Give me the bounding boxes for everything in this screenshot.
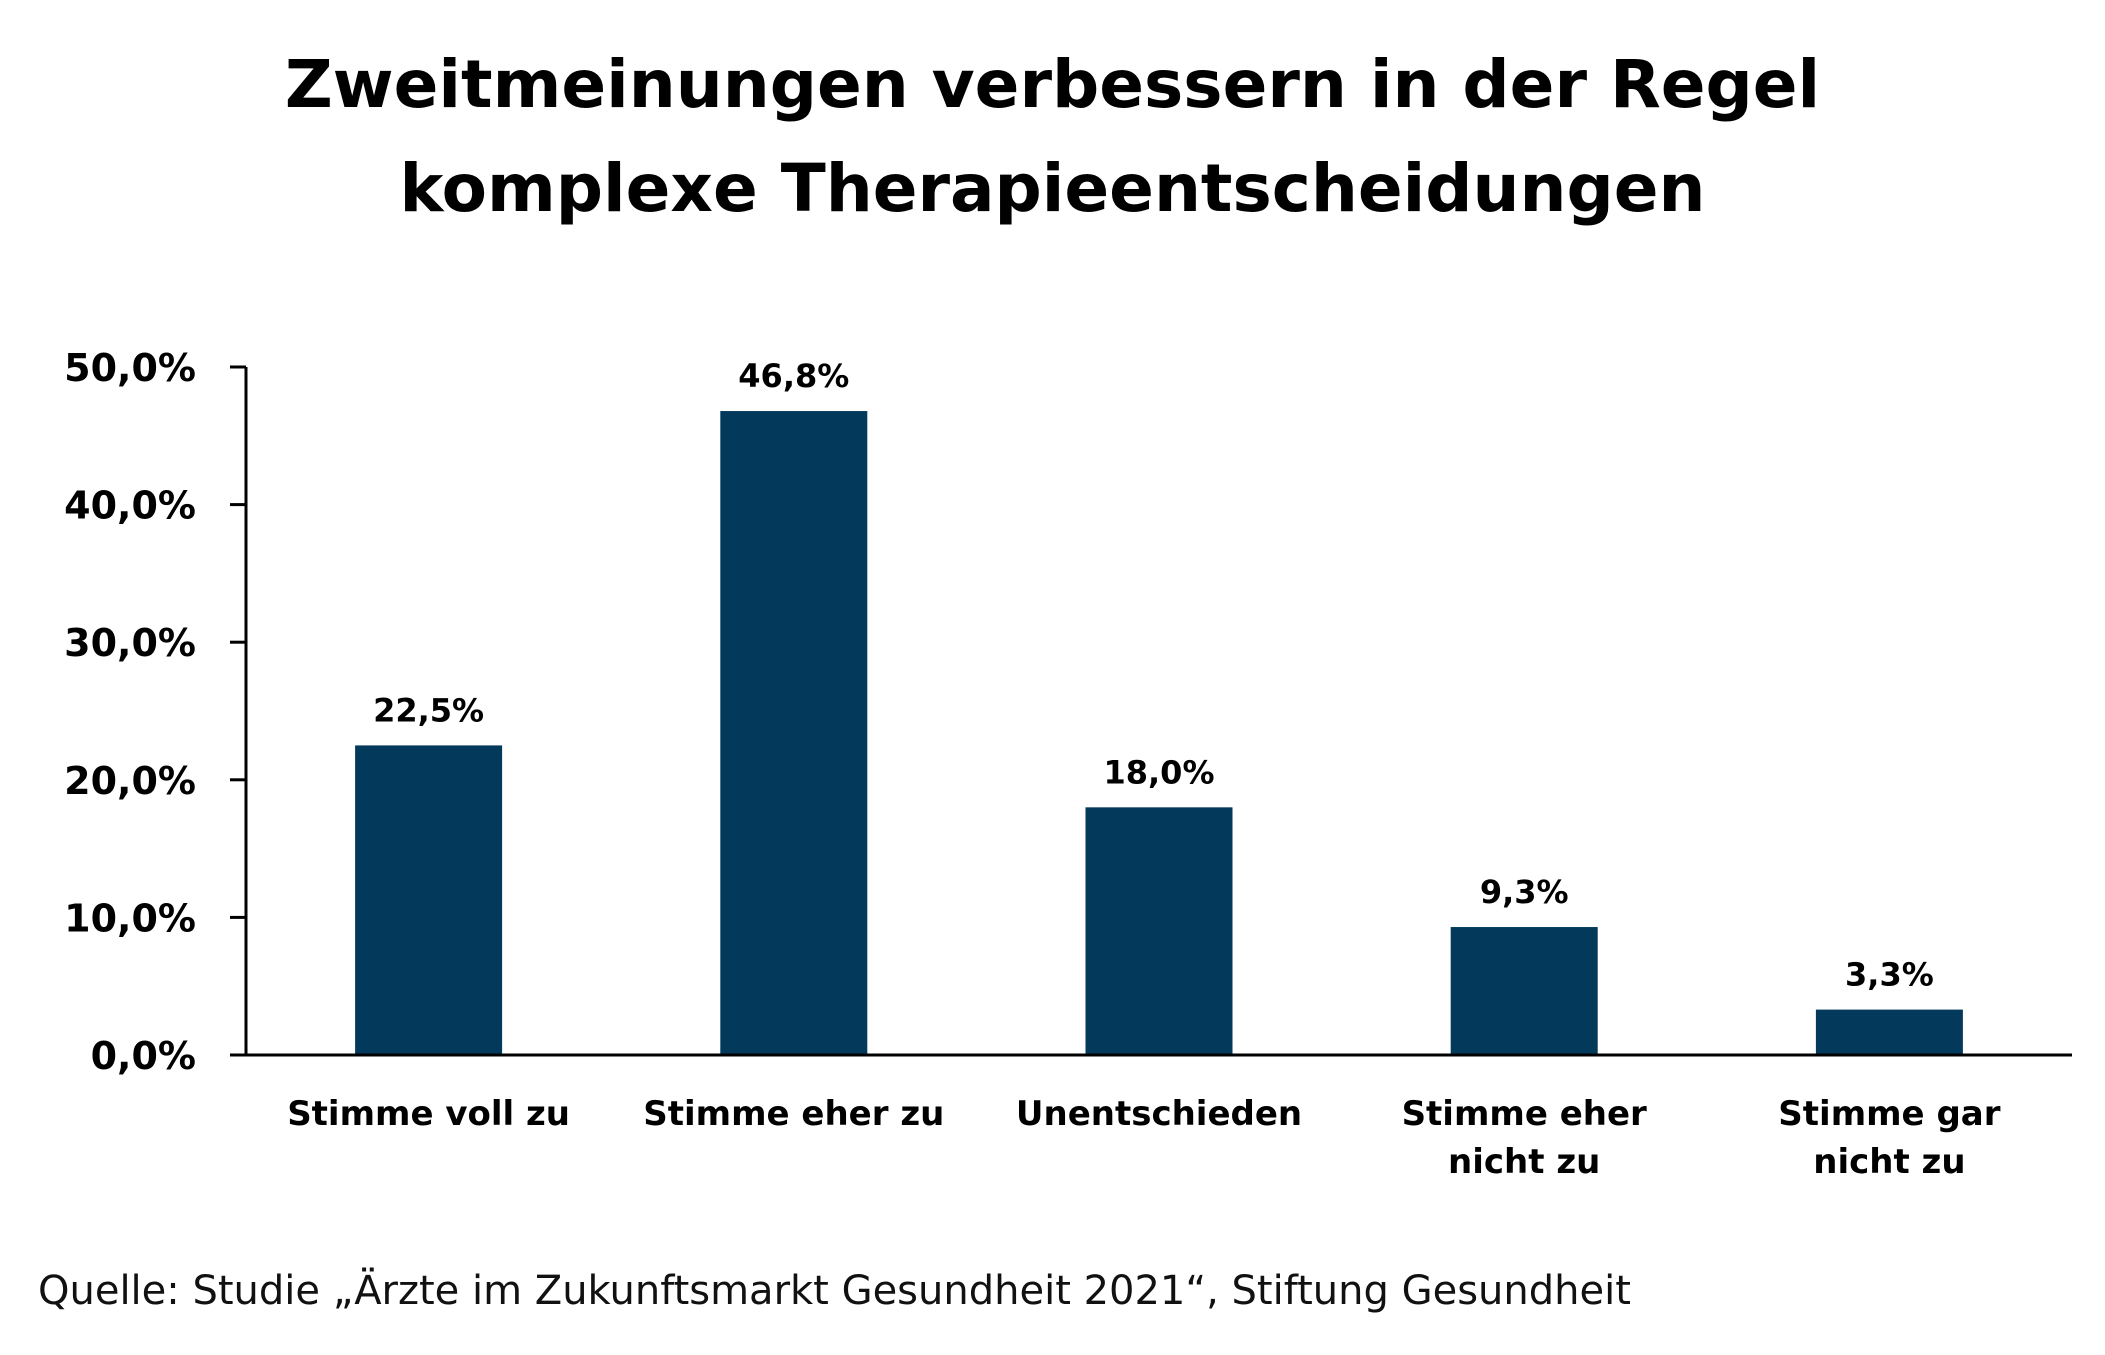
bar-value-label: 9,3% [1480,873,1569,911]
bar [1450,927,1598,1055]
chart-title-line-2: komplexe Therapieentscheidungen [399,150,1706,227]
y-tick-label: 40,0% [64,484,196,528]
bar [1085,807,1233,1055]
y-tick-label: 50,0% [64,346,196,390]
bar [1815,1009,1963,1055]
bar-value-label: 46,8% [738,357,849,395]
bar-value-label: 22,5% [373,691,484,729]
x-category-label: Stimme eher nicht zu [1402,1094,1647,1182]
y-tick-label: 30,0% [64,621,196,665]
x-category-label: Stimme voll zu [287,1094,570,1134]
y-tick-label: 20,0% [64,759,196,803]
x-category-label: Stimme eher zu [643,1094,944,1134]
chart-title-line-1: Zweitmeinungen verbessern in der Regel [284,46,1821,123]
bar [720,411,868,1056]
bar-value-label: 18,0% [1103,753,1214,791]
bar [355,745,503,1055]
y-tick-label: 10,0% [64,896,196,940]
x-category-label: Unentschieden [1016,1094,1302,1134]
bar-value-label: 3,3% [1845,956,1934,994]
source-note: Quelle: Studie „Ärzte im Zukunftsmarkt G… [38,1268,1631,1314]
y-tick-label: 0,0% [91,1034,196,1078]
x-category-label: Stimme gar nicht zu [1778,1094,2000,1182]
